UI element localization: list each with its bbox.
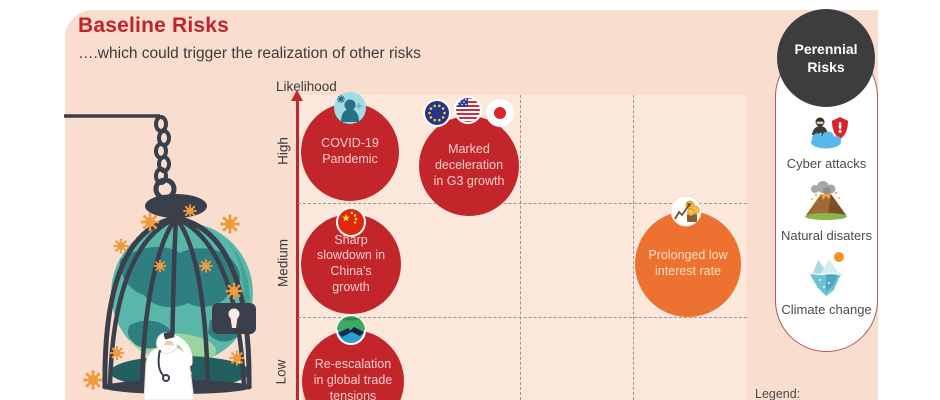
legend-label: Legend: xyxy=(755,387,801,400)
axis-tick-low: Low xyxy=(273,359,289,385)
caged-world-illustration xyxy=(64,114,256,400)
risk-label: Sharp slowdown in China's growth xyxy=(316,232,386,294)
risk-bubble-g3: Marked deceleration in G3 growth xyxy=(419,96,519,216)
trade-handshake-icon xyxy=(336,315,366,345)
perennial-item-natural-disasters: Natural disaters xyxy=(780,228,873,243)
doctor-figure xyxy=(143,331,195,400)
perennial-item-climate-change: Climate change xyxy=(781,302,872,317)
likelihood-axis-line xyxy=(296,100,299,400)
risk-label: Prolonged low interest rate xyxy=(648,248,728,278)
cage-cap xyxy=(145,194,207,218)
padlock xyxy=(212,303,256,334)
interest-rate-icon xyxy=(670,195,702,227)
eu-us-japan-flags xyxy=(423,96,515,128)
page-title: Baseline Risks xyxy=(78,14,230,37)
risk-label: Marked deceleration in G3 growth xyxy=(433,142,505,188)
gridline-col-1 xyxy=(520,95,521,400)
perennial-item-cyber-attacks: Cyber attacks xyxy=(786,156,867,171)
risk-label: Re-escalation in global trade tensions xyxy=(313,357,393,400)
iceberg-icon xyxy=(803,250,849,302)
covid-icon xyxy=(333,91,367,125)
axis-tick-medium: Medium xyxy=(275,238,291,288)
gridline-high-medium xyxy=(298,203,747,204)
risk-bubble-covid: COVID-19 Pandemic xyxy=(301,92,399,201)
volcano-icon xyxy=(801,179,851,221)
cyber-attack-icon xyxy=(802,112,850,154)
perennial-risks-title: Perennial Risks xyxy=(794,40,858,75)
risk-label: COVID-19 Pandemic xyxy=(321,136,379,166)
china-flag-icon xyxy=(336,207,366,237)
risk-bubble-china: Sharp slowdown in China's growth xyxy=(301,207,401,314)
likelihood-axis-arrowhead xyxy=(291,90,303,101)
likelihood-axis-label: Likelihood xyxy=(276,79,337,94)
risk-bubble-trade: Re-escalation in global trade tensions xyxy=(302,315,404,400)
perennial-risks-badge: Perennial Risks xyxy=(777,9,875,107)
gridline-medium-low xyxy=(298,317,747,318)
page-subtitle: ….which could trigger the realization of… xyxy=(78,45,421,62)
hanging-chain xyxy=(64,114,177,201)
risk-bubble-interest-rate: Prolonged low interest rate xyxy=(635,195,741,317)
gridline-col-2 xyxy=(633,95,634,400)
axis-tick-high: High xyxy=(275,137,291,165)
